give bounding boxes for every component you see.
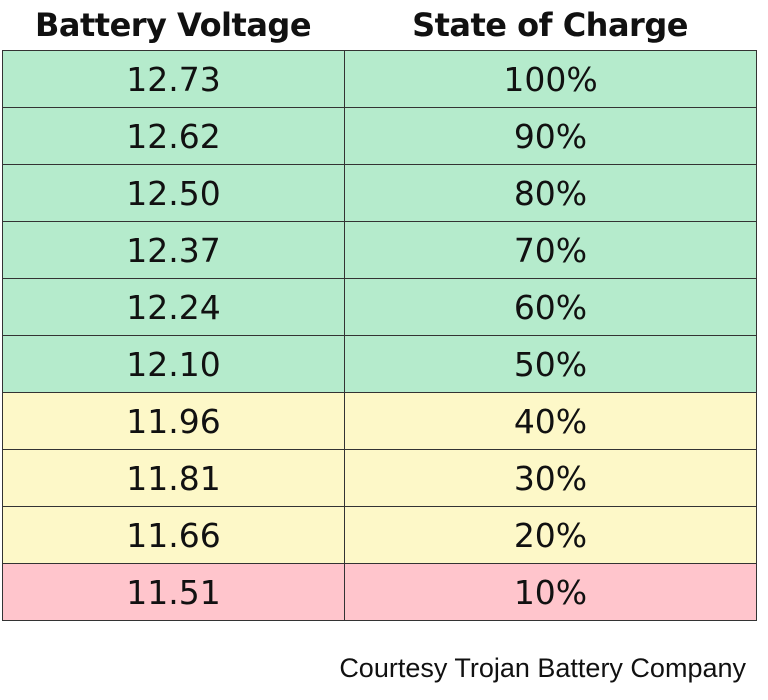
header-state-of-charge: State of Charge [412,6,688,44]
table-row: 11.66 20% [2,506,757,564]
charge-cell: 40% [344,392,757,450]
voltage-cell: 11.96 [2,392,345,450]
table-row: 12.73 100% [2,50,757,108]
charge-cell: 50% [344,335,757,393]
voltage-cell: 11.51 [2,563,345,621]
voltage-cell: 12.62 [2,107,345,165]
charge-cell: 80% [344,164,757,222]
voltage-cell: 12.50 [2,164,345,222]
charge-cell: 100% [344,50,757,108]
voltage-cell: 12.37 [2,221,345,279]
table-row: 12.50 80% [2,164,757,222]
voltage-cell: 11.81 [2,449,345,507]
charge-cell: 60% [344,278,757,336]
table-header: Battery Voltage State of Charge [0,0,768,48]
table-row: 11.96 40% [2,392,757,450]
table-row: 12.10 50% [2,335,757,393]
charge-cell: 20% [344,506,757,564]
header-battery-voltage: Battery Voltage [34,6,312,44]
voltage-cell: 11.66 [2,506,345,564]
voltage-cell: 12.24 [2,278,345,336]
charge-cell: 30% [344,449,757,507]
table-row: 12.37 70% [2,221,757,279]
voltage-cell: 12.73 [2,50,345,108]
charge-cell: 90% [344,107,757,165]
source-credit: Courtesy Trojan Battery Company [339,653,746,683]
table-row: 11.81 30% [2,449,757,507]
table-row: 11.51 10% [2,563,757,621]
voltage-charge-table: 12.73 100% 12.62 90% 12.50 80% 12.37 70%… [2,50,757,621]
table-row: 12.62 90% [2,107,757,165]
table-row: 12.24 60% [2,278,757,336]
charge-cell: 70% [344,221,757,279]
charge-cell: 10% [344,563,757,621]
voltage-cell: 12.10 [2,335,345,393]
